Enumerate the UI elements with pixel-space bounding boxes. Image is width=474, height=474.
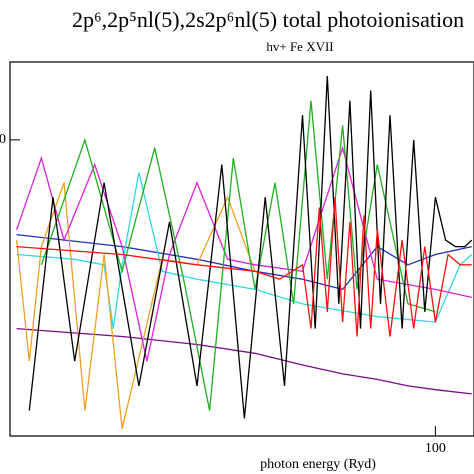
x-axis-label: photon energy (Ryd) [260, 457, 376, 472]
series-line [16, 327, 472, 395]
series-line [16, 197, 472, 337]
x-tick-label: 100 [425, 441, 446, 456]
chart-title: 2p⁶,2p⁵nl(5),2s2p⁶nl(5) total photoionis… [72, 7, 464, 32]
series-line [15, 182, 280, 429]
chart-subtitle: hv+ Fe XVII [266, 39, 333, 54]
plot-frame [9, 61, 474, 437]
series-line [28, 75, 473, 419]
y-tick-label: 10 [0, 132, 6, 147]
series-line [40, 100, 436, 411]
